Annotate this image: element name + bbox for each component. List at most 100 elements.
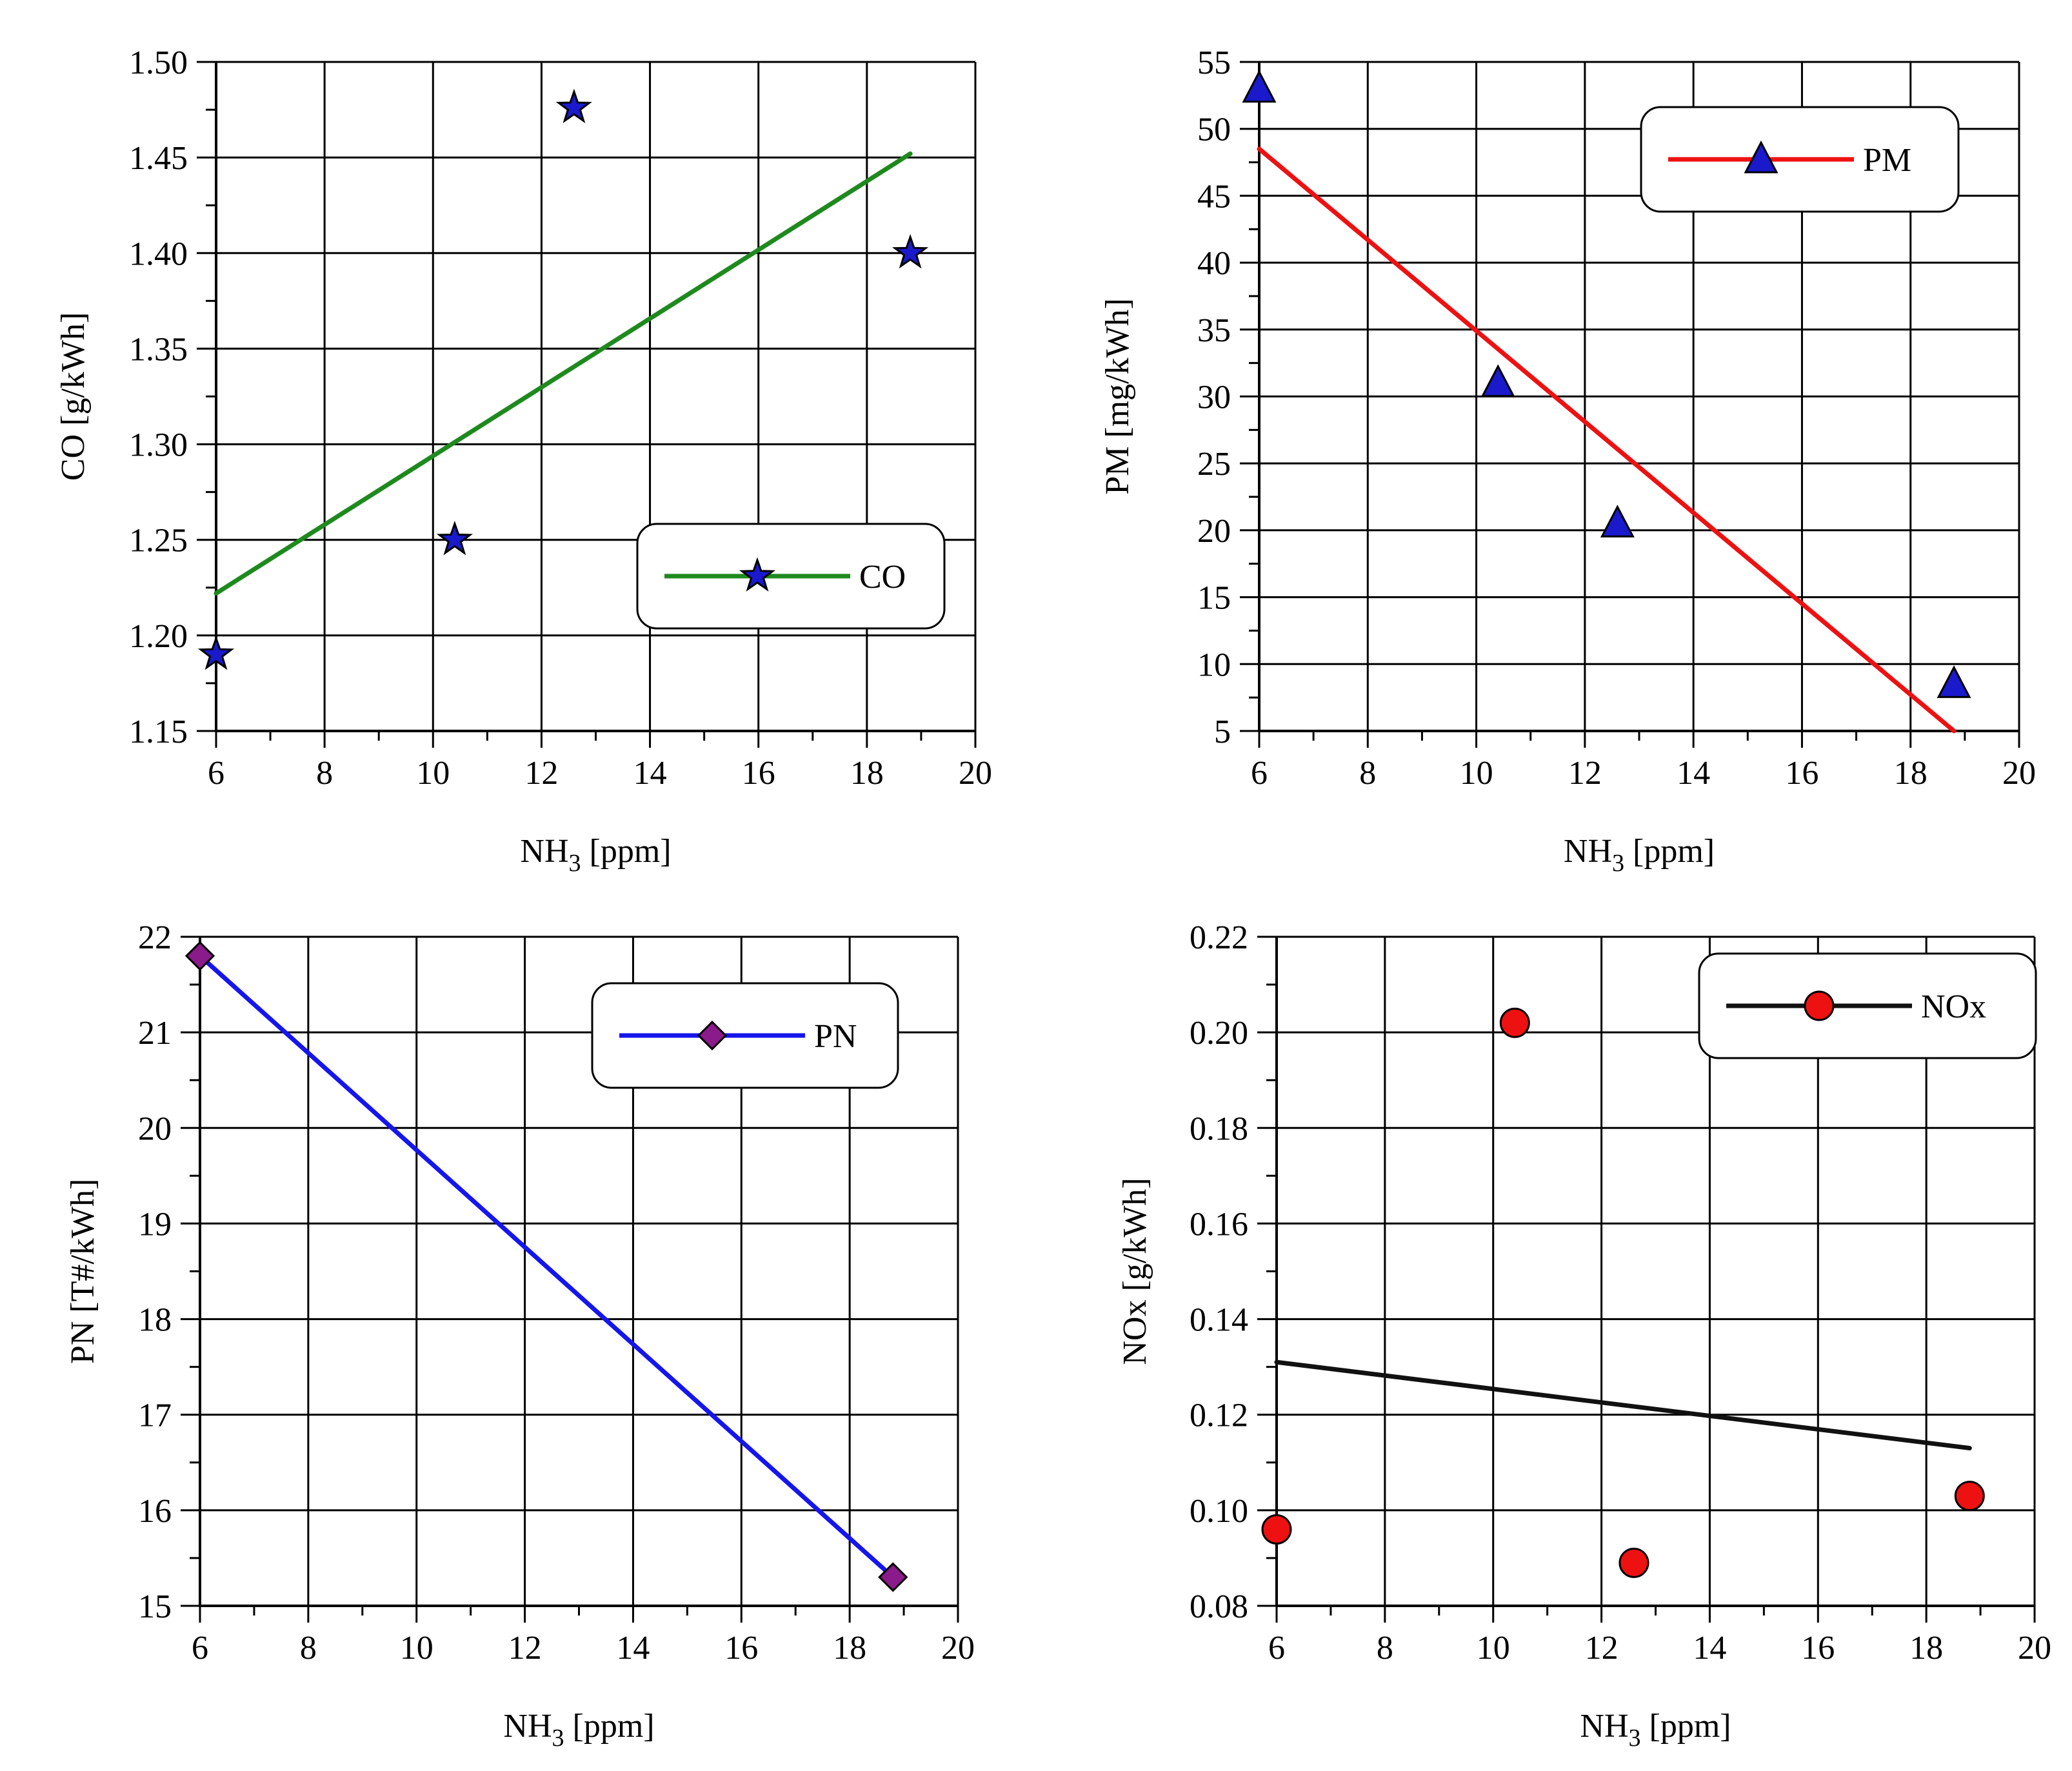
x-tick-label: 6 bbox=[208, 755, 224, 792]
legend-label: CO bbox=[859, 559, 906, 595]
x-tick-label: 14 bbox=[616, 1630, 650, 1666]
legend-label: PM bbox=[1863, 142, 1911, 179]
y-tick-label: 30 bbox=[1197, 379, 1231, 416]
x-tick-label: 14 bbox=[633, 755, 667, 792]
y-tick-label: 35 bbox=[1197, 312, 1231, 349]
x-tick-label: 18 bbox=[1894, 755, 1928, 792]
pn-legend: PN bbox=[591, 982, 899, 1089]
x-tick-label: 18 bbox=[1909, 1630, 1943, 1666]
co-data-point bbox=[892, 234, 929, 269]
nox-data-point bbox=[1261, 1514, 1292, 1545]
legend-label: NOx bbox=[1921, 988, 1986, 1025]
pm-data-point bbox=[1480, 364, 1515, 397]
x-tick-label: 14 bbox=[1693, 1630, 1726, 1666]
pn-trend-line bbox=[197, 954, 895, 1580]
x-axis-title-main: NH bbox=[503, 1708, 552, 1745]
x-tick-label: 12 bbox=[508, 1630, 542, 1666]
nox-data-point bbox=[1499, 1007, 1530, 1038]
x-tick-label: 12 bbox=[1568, 755, 1602, 792]
y-axis-title: PN [T#/kWh] bbox=[65, 1179, 101, 1364]
x-tick-label: 12 bbox=[1585, 1630, 1619, 1666]
pm-trend-line bbox=[1257, 146, 1957, 734]
x-tick-label: 14 bbox=[1677, 755, 1710, 792]
nox-data-point bbox=[1954, 1481, 1985, 1512]
co-data-point bbox=[197, 635, 235, 670]
legend-marker-swatch bbox=[739, 557, 776, 592]
y-tick-label: 1.25 bbox=[129, 523, 188, 559]
y-tick-label: 17 bbox=[138, 1397, 172, 1434]
y-tick-label: 45 bbox=[1197, 178, 1231, 215]
x-tick-label: 16 bbox=[1801, 1630, 1835, 1666]
panel-pn-chart: 6 8 10 12 14 16 18 20 15 16 17 18 19 20 21 22 PN [T#/kWh… bbox=[65, 919, 975, 1752]
x-tick-label: 20 bbox=[2018, 1630, 2051, 1666]
pn-data-point bbox=[878, 1562, 908, 1592]
y-tick-label: 1.40 bbox=[129, 235, 188, 272]
y-tick-label: 0.10 bbox=[1190, 1493, 1248, 1530]
y-axis-title: NOx [g/kWh] bbox=[1117, 1177, 1153, 1365]
y-tick-label: 5 bbox=[1214, 714, 1231, 750]
y-tick-label: 1.20 bbox=[129, 618, 188, 655]
y-tick-label: 1.15 bbox=[129, 714, 188, 750]
x-axis-title-unit: [ppm] bbox=[1624, 833, 1715, 870]
x-tick-label: 8 bbox=[1377, 1630, 1393, 1666]
y-tick-label: 40 bbox=[1197, 245, 1231, 282]
x-axis-title-unit: [ppm] bbox=[581, 833, 672, 870]
x-axis-title: NH3 [ppm] bbox=[520, 833, 671, 877]
x-axis-title: NH3 [ppm] bbox=[1580, 1708, 1731, 1752]
y-tick-label: 19 bbox=[138, 1206, 172, 1243]
nox-data-point bbox=[1619, 1547, 1649, 1578]
panel-co-chart: 6 8 10 12 14 16 18 20 1.15 1.20 1.25 1.30 1.35 1.40 1.… bbox=[55, 45, 992, 877]
legend-label: PN bbox=[814, 1018, 857, 1055]
x-tick-label: 20 bbox=[959, 755, 992, 792]
y-tick-label: 0.12 bbox=[1190, 1397, 1248, 1434]
x-axis-title-main: NH bbox=[520, 833, 568, 870]
pm-data-point bbox=[1600, 505, 1635, 538]
y-tick-label: 21 bbox=[138, 1015, 172, 1052]
co-legend: CO bbox=[636, 523, 946, 630]
y-tick-label: 15 bbox=[138, 1588, 172, 1625]
y-tick-label: 1.50 bbox=[129, 45, 188, 81]
co-data-point bbox=[555, 88, 592, 123]
x-tick-label: 20 bbox=[941, 1630, 975, 1666]
x-tick-label: 6 bbox=[192, 1630, 208, 1666]
y-tick-label: 1.45 bbox=[129, 140, 188, 177]
nox-trend-line bbox=[1274, 1359, 1972, 1451]
legend-marker-swatch bbox=[697, 1020, 728, 1051]
y-tick-label: 0.16 bbox=[1190, 1206, 1248, 1243]
y-tick-label: 25 bbox=[1197, 446, 1231, 483]
x-axis-title-subscript: 3 bbox=[1612, 850, 1624, 877]
y-tick-label: 0.22 bbox=[1190, 919, 1248, 956]
y-tick-label: 0.08 bbox=[1190, 1588, 1248, 1625]
x-tick-label: 18 bbox=[850, 755, 884, 792]
x-tick-label: 20 bbox=[2002, 755, 2036, 792]
x-tick-label: 12 bbox=[524, 755, 558, 792]
pn-data-point bbox=[184, 941, 215, 971]
legend-marker-swatch bbox=[1804, 990, 1835, 1021]
y-tick-label: 15 bbox=[1197, 580, 1231, 617]
x-axis-title-main: NH bbox=[1564, 833, 1612, 870]
y-tick-label: 1.35 bbox=[129, 331, 188, 368]
y-tick-label: 20 bbox=[1197, 513, 1231, 550]
y-tick-label: 18 bbox=[138, 1302, 172, 1339]
x-tick-label: 16 bbox=[742, 755, 775, 792]
x-tick-label: 16 bbox=[724, 1630, 758, 1666]
y-tick-label: 16 bbox=[138, 1493, 172, 1530]
x-tick-label: 16 bbox=[1785, 755, 1818, 792]
x-axis-title: NH3 [ppm] bbox=[503, 1708, 654, 1752]
co-data-point bbox=[436, 521, 473, 555]
y-tick-label: 0.18 bbox=[1190, 1110, 1248, 1147]
x-tick-label: 8 bbox=[316, 755, 333, 792]
y-tick-label: 10 bbox=[1197, 646, 1231, 683]
y-tick-label: 1.30 bbox=[129, 427, 188, 464]
y-tick-label: 0.20 bbox=[1190, 1015, 1248, 1052]
x-tick-label: 8 bbox=[300, 1630, 317, 1666]
x-tick-label: 18 bbox=[833, 1630, 866, 1666]
x-axis-title-subscript: 3 bbox=[1629, 1725, 1641, 1752]
x-axis-title-unit: [ppm] bbox=[1641, 1708, 1731, 1745]
pm-data-point bbox=[1937, 665, 1971, 698]
x-axis-title-subscript: 3 bbox=[569, 850, 581, 877]
panel-nox-chart: 6 8 10 12 14 16 18 20 0.08 0.10 0.12 0.14 0.16 0.18 0.… bbox=[1117, 919, 2051, 1752]
x-tick-label: 10 bbox=[1477, 1630, 1510, 1666]
panel-pm-chart: 6 8 10 12 14 16 18 20 5 10 15 20 25 30 35 40 45 50 55 PM [m… bbox=[1099, 45, 2036, 877]
